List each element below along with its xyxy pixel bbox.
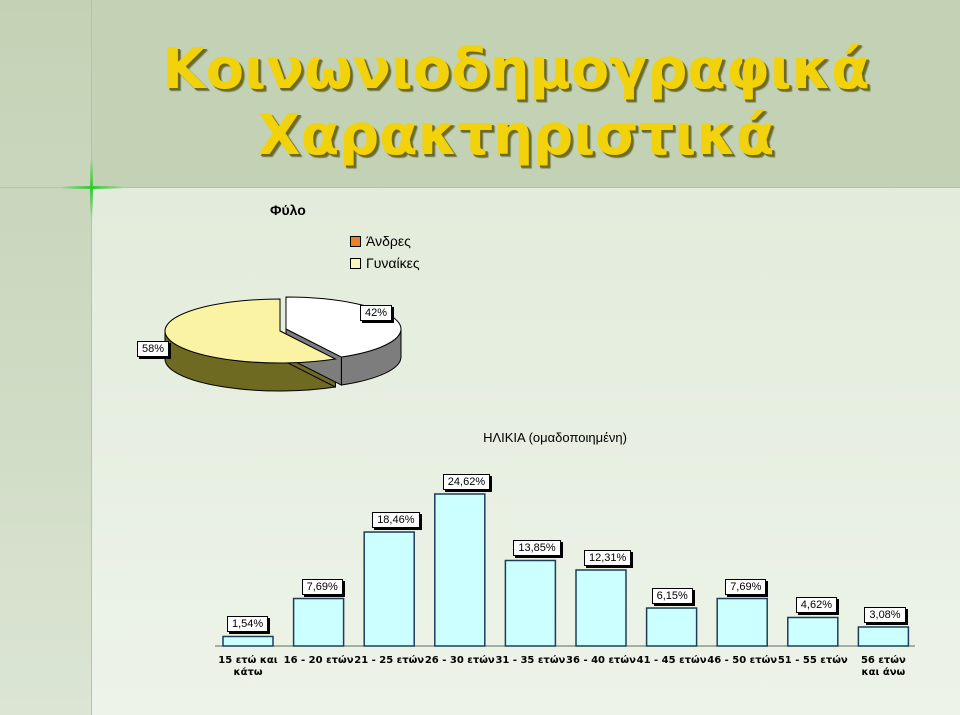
bar-4 [504, 559, 557, 647]
bar-value-label-6: 6,15% [651, 588, 693, 605]
bar-value-label-5: 12,31% [584, 550, 632, 566]
legend-item-women: Γυναίκες [350, 255, 420, 271]
bar-0 [222, 635, 274, 647]
bar-3 [434, 493, 486, 647]
bar-category-label-7: 46 - 50 ετών [707, 655, 778, 666]
bar-chart-title: ΗΛΙΚΙΑ (ομαδοποιημένη) [483, 430, 627, 445]
bar-category-label-8: 51 - 55 ετών [777, 655, 848, 666]
bar-value-label-8: 4,62% [795, 597, 837, 614]
bar-value-label-9: 3,08% [864, 606, 906, 623]
bar-category-label-5: 36 - 40 ετών [566, 655, 636, 666]
bar-9 [857, 626, 910, 647]
bar-6 [645, 607, 698, 647]
bar-category-label-3: 26 - 30 ετών [424, 655, 495, 666]
bar-value-label-3: 24,62% [442, 474, 491, 490]
divider-horizontal [0, 187, 960, 188]
bar-category-label-9: 56 ετών και άνω [860, 655, 906, 678]
divider-vertical [91, 0, 92, 715]
bar-7 [716, 597, 768, 647]
header-band [0, 0, 960, 188]
bar-8 [787, 616, 839, 647]
bar-value-label-1: 7,69% [301, 578, 343, 595]
pie-slice-0 [164, 298, 338, 364]
bar-value-label-4: 13,85% [513, 540, 561, 557]
left-band [0, 0, 92, 715]
bar-category-label-6: 41 - 45 ετών [636, 655, 707, 666]
pie-chart-title: Φύλο [270, 202, 306, 218]
bar-category-label-4: 31 - 35 ετών [495, 655, 566, 666]
bar-5 [575, 569, 627, 647]
bar-category-label-2: 21 - 25 ετών [354, 655, 425, 666]
pie-value-label-women: 42% [360, 305, 393, 321]
pie-value-label-men: 58% [137, 341, 170, 357]
bar-value-label-2: 18,46% [372, 512, 420, 529]
bar-category-label-0: 15 ετώ και κάτω [218, 655, 278, 678]
slide-title-line-1: Κοινωνιοδημογραφικά [162, 37, 870, 102]
bar-value-label-0: 1,54% [227, 616, 269, 633]
legend-swatch-women [350, 257, 361, 269]
legend-label-men: Άνδρες [366, 233, 411, 249]
bar-2 [363, 531, 415, 647]
bar-value-label-7: 7,69% [725, 578, 767, 595]
bar-category-label-1: 16 - 20 ετών [283, 655, 354, 666]
legend-label-women: Γυναίκες [366, 255, 420, 271]
legend-swatch-men [350, 235, 361, 247]
glow-cross-vertical [90, 158, 93, 218]
slide-title-line-2: Χαρακτηριστικά [257, 103, 775, 168]
bar-1 [292, 597, 345, 647]
legend-item-men: Άνδρες [350, 233, 411, 249]
